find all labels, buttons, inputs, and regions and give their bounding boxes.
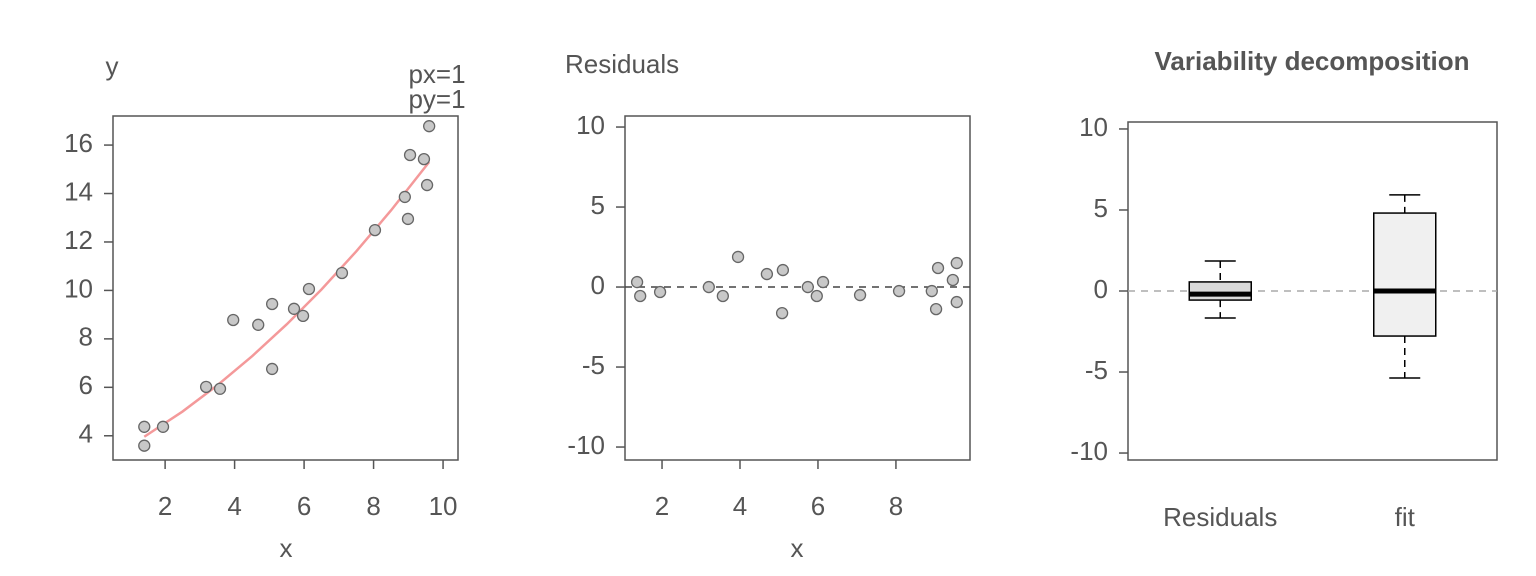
plot-frame — [624, 115, 971, 461]
x-tick-label: 8 — [366, 491, 380, 521]
point — [731, 250, 745, 264]
point — [634, 289, 647, 303]
point — [925, 284, 938, 298]
x-tick-label: 10 — [429, 491, 458, 521]
point — [853, 288, 867, 302]
y-tick-label: -5 — [582, 350, 605, 380]
point — [950, 295, 963, 309]
point — [716, 289, 729, 303]
y-tick-label: -10 — [1070, 436, 1108, 466]
y-axis-label: y — [106, 51, 119, 81]
point — [931, 261, 945, 275]
point — [227, 313, 240, 327]
annotation: px=1 — [408, 59, 465, 89]
y-tick-label: 6 — [79, 370, 93, 400]
y-tick-label: 16 — [64, 128, 93, 158]
x-tick-label: 4 — [733, 491, 747, 521]
y-tick-label: 10 — [576, 110, 605, 140]
y-tick-label: 10 — [1079, 112, 1108, 142]
x-tick-label: 8 — [889, 491, 903, 521]
y-tick-label: 14 — [64, 176, 93, 206]
x-tick-label: 2 — [158, 491, 172, 521]
x-tick-label: 6 — [297, 491, 311, 521]
point — [368, 223, 382, 237]
point — [252, 318, 265, 331]
point — [403, 148, 417, 162]
point — [929, 302, 943, 316]
x-axis-label: x — [791, 533, 804, 563]
point — [398, 190, 411, 204]
y-tick-label: 4 — [79, 419, 93, 449]
y-tick-label: -5 — [1085, 355, 1108, 385]
point — [702, 280, 715, 294]
point — [946, 273, 959, 287]
point — [199, 380, 213, 393]
point — [335, 266, 349, 280]
x-tick-label: fit — [1395, 502, 1416, 532]
y-tick-label: 10 — [64, 273, 93, 303]
y-tick-label: 12 — [64, 225, 93, 255]
point — [417, 152, 431, 166]
panel-title: Variability decomposition — [1155, 46, 1470, 76]
point — [420, 178, 434, 192]
x-tick-label: 6 — [811, 491, 825, 521]
point — [401, 212, 415, 226]
plot-frame — [112, 115, 459, 461]
point — [265, 297, 279, 311]
y-tick-label: 0 — [1094, 274, 1108, 304]
y-tick-label: 8 — [79, 322, 93, 352]
point — [630, 275, 644, 289]
panel-title: Residuals — [565, 49, 679, 79]
box — [1373, 212, 1437, 337]
point — [653, 285, 667, 299]
box — [1188, 281, 1252, 301]
point — [138, 439, 151, 452]
point — [810, 289, 823, 303]
point — [892, 284, 906, 298]
point — [265, 362, 279, 376]
point — [423, 120, 436, 133]
point — [302, 282, 316, 296]
y-tick-label: 0 — [591, 270, 605, 300]
fit-line — [143, 161, 431, 438]
point — [950, 256, 963, 270]
x-tick-label: 2 — [655, 491, 669, 521]
y-tick-label: -10 — [567, 430, 605, 460]
x-tick-label: Residuals — [1163, 502, 1277, 532]
point — [296, 309, 310, 323]
y-tick-label: 5 — [1094, 193, 1108, 223]
point — [776, 263, 790, 277]
point — [287, 302, 301, 315]
point — [775, 306, 789, 320]
point — [138, 420, 151, 433]
point — [156, 420, 170, 433]
x-axis-label: x — [280, 533, 293, 563]
point — [213, 382, 227, 395]
y-tick-label: 5 — [591, 190, 605, 220]
point — [801, 280, 814, 294]
point — [816, 275, 830, 289]
x-tick-label: 4 — [227, 491, 241, 521]
annotation: py=1 — [408, 84, 465, 114]
point — [760, 267, 774, 281]
